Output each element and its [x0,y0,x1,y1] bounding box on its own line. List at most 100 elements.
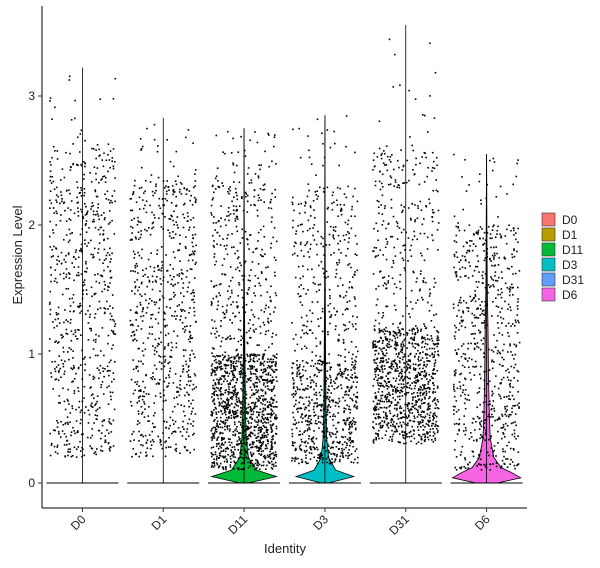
data-point [140,257,143,259]
data-point [256,464,258,466]
data-point [240,135,242,138]
data-point [349,438,352,441]
data-point [433,373,436,375]
data-point [146,306,149,309]
data-point [433,388,435,390]
data-point [131,290,133,292]
data-point [181,426,184,428]
data-point [379,399,382,402]
data-point [55,247,57,249]
data-point [235,301,238,303]
data-point [423,181,426,183]
data-point [247,412,249,415]
data-point [95,453,97,456]
data-point [228,192,230,195]
data-point [324,396,326,398]
data-point [159,441,161,444]
data-point [185,449,188,452]
data-point [408,342,411,344]
data-point [264,183,266,186]
data-point [56,259,58,261]
data-point [418,405,420,408]
data-point [254,353,257,356]
data-point [81,349,83,352]
data-point [254,294,256,297]
data-point [306,241,309,243]
data-point [355,400,357,403]
data-point [254,462,257,465]
data-point [432,382,434,384]
data-point [424,338,427,341]
data-point [296,373,298,375]
data-point [407,377,410,380]
data-point [256,215,259,217]
data-point [162,432,164,434]
data-point [138,196,141,199]
data-point [258,426,261,429]
data-point [99,274,102,277]
data-point [73,279,75,282]
data-point [183,203,185,206]
data-point [257,231,260,234]
data-point [82,215,84,218]
data-point [230,451,233,453]
data-point [381,394,384,397]
data-point [159,396,162,398]
data-point [259,325,262,328]
data-point [322,457,324,459]
data-point [135,201,138,203]
data-point [309,376,311,378]
data-point [134,293,136,295]
data-point [144,190,146,192]
data-point [387,373,390,375]
data-point [235,355,238,357]
data-point [267,440,269,442]
data-point [346,307,348,310]
data-point [379,406,382,409]
data-point [172,268,174,270]
data-point [416,327,418,329]
data-point [304,415,307,417]
data-point [315,290,318,293]
data-point [236,257,239,260]
data-point [350,421,352,423]
data-point [428,416,431,419]
data-point [262,461,265,463]
data-point [256,411,258,413]
data-point [132,192,135,195]
data-point [274,306,276,309]
data-point [62,346,64,349]
data-point [248,422,250,424]
data-point [229,404,231,407]
data-point [72,350,74,352]
data-point [423,346,426,348]
data-point [406,403,409,406]
data-point [77,431,79,433]
data-point [113,378,115,381]
data-point [413,271,415,274]
data-point [228,285,231,288]
data-point [387,183,390,186]
data-point [316,198,318,200]
data-point [299,444,302,446]
data-point [394,404,396,406]
data-point [380,407,383,409]
data-point [262,409,265,412]
data-point [253,353,255,356]
data-point [229,397,232,399]
data-point [94,274,96,276]
data-point [395,377,398,380]
data-point [89,327,91,330]
data-point [138,390,140,392]
data-point [239,262,241,264]
data-point [391,363,394,365]
data-point [230,367,232,369]
data-point [246,200,249,203]
data-point [224,355,226,358]
data-point [54,277,57,280]
data-point [264,399,266,401]
data-point [413,404,416,407]
data-point [269,413,272,415]
data-point [399,407,401,409]
data-point [150,444,153,446]
